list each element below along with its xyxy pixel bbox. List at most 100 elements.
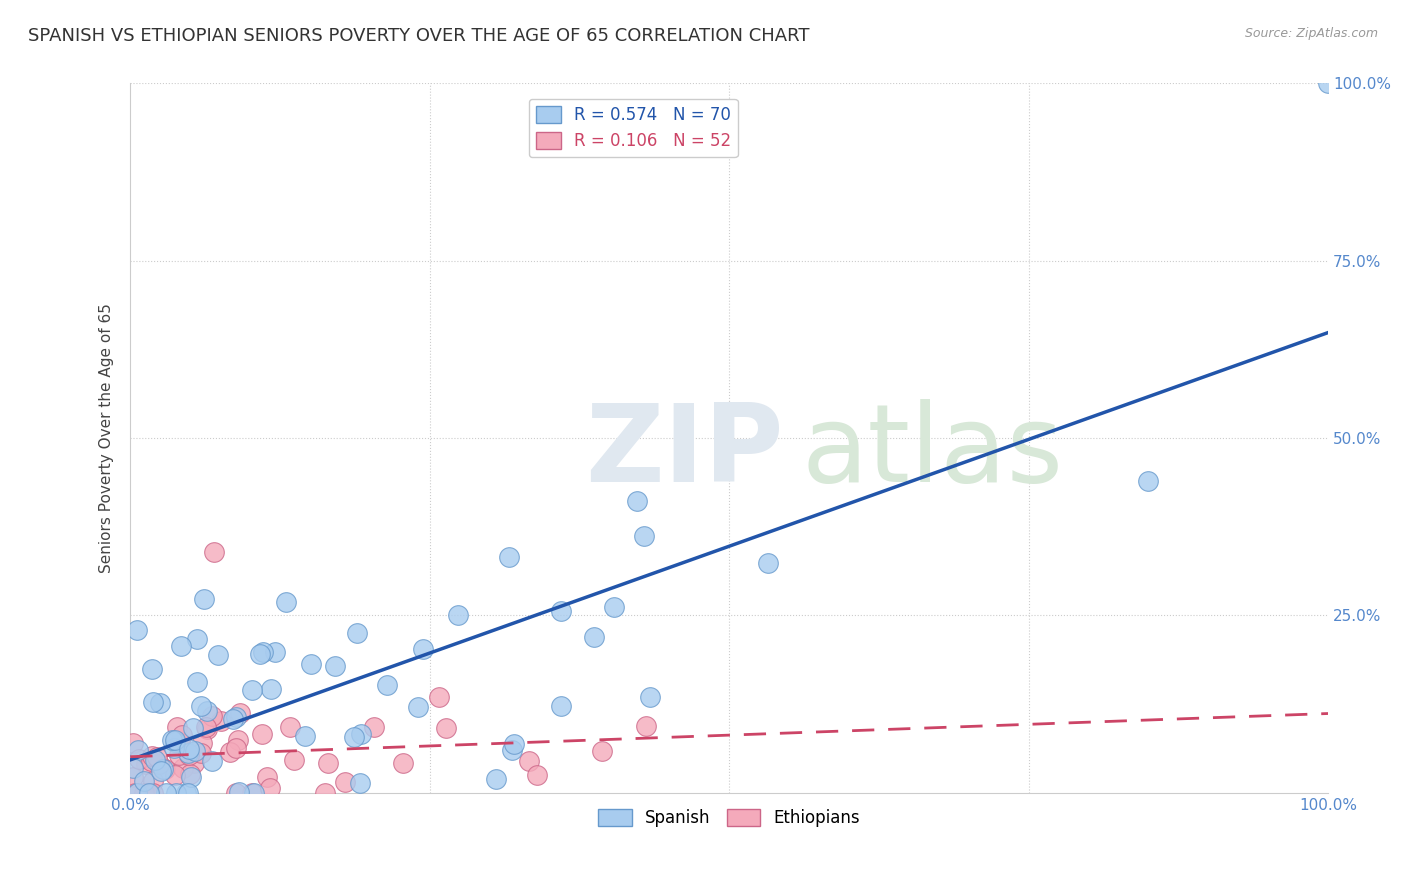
- Point: [264, 645, 287, 659]
- Legend: Spanish, Ethiopians: Spanish, Ethiopians: [592, 803, 868, 834]
- Point: [142, 786, 165, 800]
- Point: [169, 735, 191, 749]
- Point: [177, 786, 200, 800]
- Point: [125, 786, 148, 800]
- Point: [186, 675, 208, 690]
- Point: [127, 743, 149, 757]
- Point: [139, 786, 162, 800]
- Text: Source: ZipAtlas.com: Source: ZipAtlas.com: [1244, 27, 1378, 40]
- Point: [226, 732, 249, 747]
- Point: [634, 719, 657, 733]
- Point: [138, 786, 160, 800]
- Point: [391, 756, 413, 771]
- Point: [314, 786, 336, 800]
- Point: [550, 699, 572, 714]
- Point: [229, 706, 252, 721]
- Point: [172, 761, 194, 775]
- Y-axis label: Seniors Poverty Over the Age of 65: Seniors Poverty Over the Age of 65: [100, 303, 114, 573]
- Point: [163, 768, 186, 782]
- Point: [225, 786, 247, 800]
- Point: [434, 721, 457, 735]
- Point: [165, 786, 187, 800]
- Point: [447, 607, 470, 622]
- Point: [141, 662, 163, 676]
- Point: [142, 773, 165, 788]
- Point: [122, 770, 145, 784]
- Point: [1137, 474, 1160, 488]
- Point: [626, 493, 648, 508]
- Text: ZIP: ZIP: [585, 400, 785, 505]
- Point: [195, 704, 218, 718]
- Point: [179, 767, 201, 781]
- Point: [190, 698, 212, 713]
- Point: [183, 756, 205, 770]
- Point: [201, 755, 224, 769]
- Point: [135, 756, 157, 771]
- Point: [517, 754, 540, 768]
- Point: [406, 699, 429, 714]
- Point: [180, 771, 202, 785]
- Point: [252, 645, 274, 659]
- Point: [167, 748, 190, 763]
- Point: [141, 755, 163, 769]
- Point: [155, 786, 177, 800]
- Point: [219, 745, 242, 759]
- Point: [498, 549, 520, 564]
- Point: [190, 746, 212, 760]
- Point: [603, 599, 626, 614]
- Point: [174, 786, 197, 800]
- Point: [250, 727, 273, 741]
- Point: [501, 743, 523, 757]
- Point: [1317, 77, 1340, 91]
- Point: [166, 720, 188, 734]
- Point: [350, 727, 373, 741]
- Point: [177, 746, 200, 760]
- Point: [124, 786, 146, 800]
- Point: [526, 767, 548, 781]
- Point: [349, 775, 371, 789]
- Point: [256, 770, 278, 784]
- Point: [142, 695, 165, 709]
- Point: [134, 786, 156, 800]
- Point: [363, 720, 385, 734]
- Point: [591, 744, 613, 758]
- Point: [181, 722, 204, 736]
- Point: [485, 772, 508, 787]
- Point: [346, 626, 368, 640]
- Point: [427, 690, 450, 705]
- Point: [146, 749, 169, 764]
- Point: [202, 544, 225, 558]
- Point: [582, 630, 605, 644]
- Point: [163, 735, 186, 749]
- Point: [335, 775, 357, 789]
- Point: [225, 709, 247, 723]
- Point: [128, 752, 150, 766]
- Point: [153, 762, 176, 776]
- Point: [249, 647, 271, 661]
- Point: [132, 773, 155, 788]
- Point: [325, 659, 347, 673]
- Point: [149, 696, 172, 710]
- Point: [276, 595, 298, 609]
- Point: [193, 591, 215, 606]
- Point: [550, 604, 572, 618]
- Point: [179, 741, 201, 756]
- Point: [170, 728, 193, 742]
- Point: [294, 729, 316, 743]
- Point: [163, 740, 186, 755]
- Point: [225, 740, 247, 755]
- Point: [240, 682, 263, 697]
- Point: [207, 648, 229, 662]
- Point: [194, 720, 217, 734]
- Point: [278, 720, 301, 734]
- Point: [177, 748, 200, 763]
- Point: [412, 642, 434, 657]
- Point: [638, 690, 661, 704]
- Text: atlas: atlas: [801, 400, 1063, 505]
- Point: [259, 780, 281, 795]
- Point: [201, 709, 224, 723]
- Point: [191, 736, 214, 750]
- Point: [141, 749, 163, 764]
- Point: [148, 756, 170, 771]
- Point: [375, 678, 398, 692]
